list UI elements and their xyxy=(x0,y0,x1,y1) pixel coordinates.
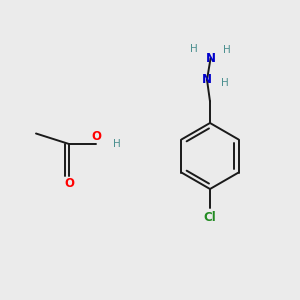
Text: Cl: Cl xyxy=(204,211,216,224)
Text: N: N xyxy=(206,52,216,65)
Text: H: H xyxy=(112,139,120,149)
Text: N: N xyxy=(202,73,212,86)
Text: H: H xyxy=(190,44,198,54)
Text: O: O xyxy=(91,130,101,143)
Text: O: O xyxy=(64,177,74,190)
Text: H: H xyxy=(223,45,231,55)
Text: H: H xyxy=(221,78,229,88)
